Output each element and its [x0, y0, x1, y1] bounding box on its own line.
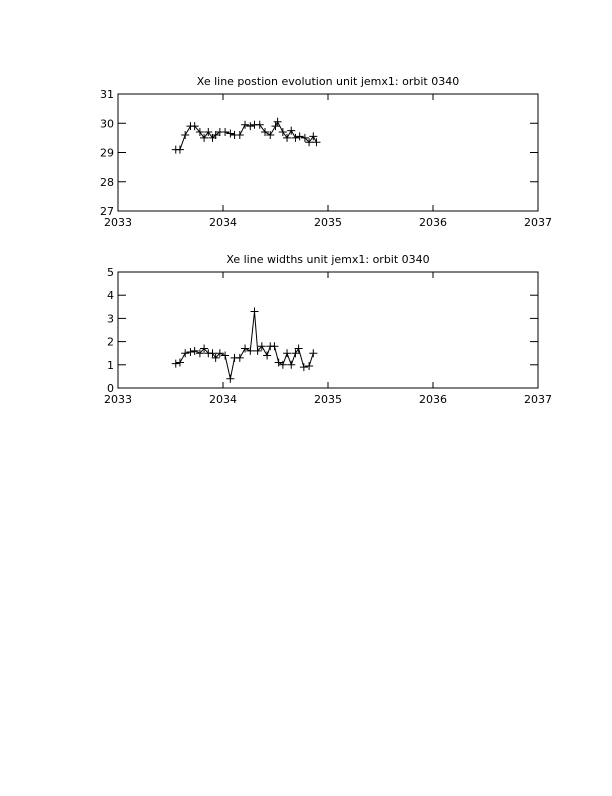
plus-marker [253, 346, 262, 355]
x-tick-label: 2037 [524, 393, 552, 406]
plus-marker [287, 360, 296, 369]
x-tick-label: 2035 [314, 216, 342, 229]
plus-marker [312, 138, 321, 147]
plus-marker [278, 360, 287, 369]
x-tick-label: 2033 [104, 216, 132, 229]
plus-marker [208, 349, 217, 358]
plus-marker [261, 128, 269, 137]
plus-marker [287, 126, 296, 135]
plus-marker [171, 359, 180, 368]
plus-marker [283, 349, 292, 358]
plus-marker [215, 349, 224, 358]
plus-marker [221, 351, 230, 360]
plus-marker [271, 122, 280, 131]
plus-marker [241, 120, 250, 129]
plus-marker [300, 133, 309, 142]
x-tick-label: 2037 [524, 216, 552, 229]
plus-marker [309, 349, 318, 358]
y-tick-label: 4 [107, 289, 114, 302]
plus-marker [305, 138, 314, 147]
plus-marker [190, 122, 199, 131]
data-line [175, 120, 317, 151]
plus-marker [291, 133, 300, 142]
plus-marker [257, 342, 266, 351]
plus-marker [278, 128, 287, 137]
plus-marker [235, 130, 244, 139]
chart-title: Xe line widths unit jemx1: orbit 0340 [226, 253, 429, 266]
plus-marker [200, 344, 209, 353]
plus-marker [226, 374, 235, 383]
x-tick-label: 2034 [209, 393, 237, 406]
x-tick-label: 2035 [314, 393, 342, 406]
y-tick-label: 29 [100, 147, 114, 160]
y-tick-label: 1 [107, 359, 114, 372]
plus-marker [186, 348, 195, 357]
y-tick-label: 31 [100, 88, 114, 101]
plus-marker [273, 117, 282, 126]
plus-marker [200, 133, 209, 142]
x-tick-label: 2033 [104, 393, 132, 406]
plus-marker [204, 128, 213, 137]
plus-marker [246, 122, 255, 131]
chart-title: Xe line postion evolution unit jemx1: or… [197, 75, 459, 88]
y-tick-label: 30 [100, 117, 114, 130]
plus-marker [211, 130, 220, 139]
plus-marker [221, 128, 230, 137]
plus-marker [235, 353, 244, 362]
plus-marker [270, 342, 279, 351]
y-tick-label: 3 [107, 312, 114, 325]
plus-marker [246, 346, 255, 355]
plus-marker [274, 358, 283, 367]
y-tick-label: 27 [100, 205, 114, 218]
plus-marker [175, 145, 184, 154]
plus-marker [295, 132, 304, 141]
x-tick-label: 2036 [419, 393, 447, 406]
plus-marker [241, 344, 250, 353]
plus-marker [255, 120, 264, 129]
plus-marker [263, 351, 272, 360]
plus-marker [299, 363, 308, 372]
plus-marker [181, 349, 190, 358]
plus-marker [181, 130, 190, 139]
plot-frame [117, 93, 539, 212]
plus-marker [190, 346, 199, 355]
plus-marker [305, 361, 314, 370]
y-tick-label: 2 [107, 336, 114, 349]
x-tick-label: 2036 [419, 216, 447, 229]
plus-marker [175, 358, 184, 367]
x-tick-label: 2034 [209, 216, 237, 229]
y-tick-label: 0 [107, 382, 114, 395]
plus-marker [195, 349, 204, 358]
plus-marker [211, 353, 220, 362]
plus-marker [283, 133, 292, 142]
data-line [175, 311, 314, 379]
plot-frame [117, 271, 539, 389]
plus-marker [195, 128, 204, 137]
plus-marker [266, 130, 275, 139]
plus-marker [250, 307, 259, 316]
plus-marker [309, 132, 318, 141]
y-tick-label: 5 [107, 266, 114, 279]
plus-marker [226, 129, 235, 138]
plus-marker [294, 344, 303, 353]
y-tick-label: 28 [100, 176, 114, 189]
plus-marker [291, 349, 300, 358]
